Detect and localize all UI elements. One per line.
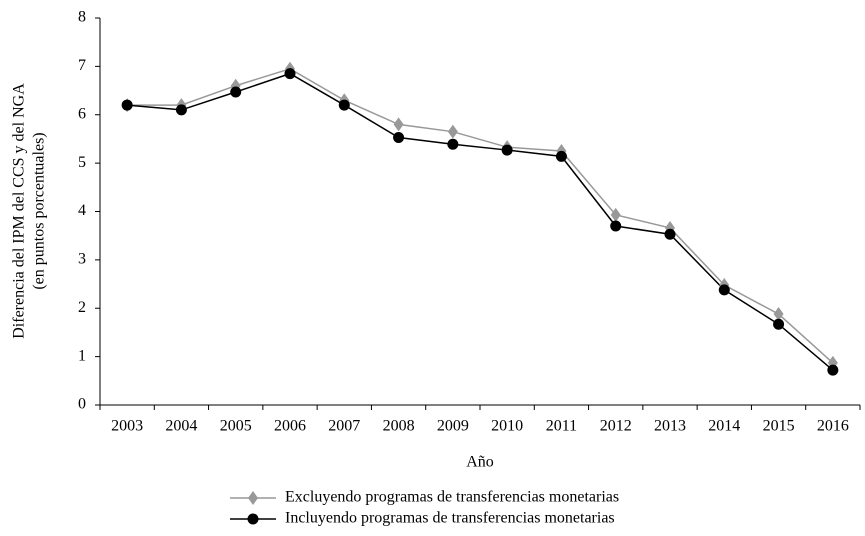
y-tick-label: 8 [78,9,86,26]
y-tick-label: 1 [78,347,86,364]
x-tick-label: 2010 [491,418,523,435]
x-tick-label: 2005 [220,418,252,435]
marker [447,138,459,150]
marker [284,68,296,80]
marker [338,99,350,111]
y-tick-label: 6 [78,105,86,122]
x-tick-label: 2013 [654,418,686,435]
marker [773,307,784,322]
y-tick-label: 7 [78,57,86,74]
x-tick-label: 2003 [111,418,143,435]
marker [718,284,730,296]
marker [501,144,513,156]
x-tick-label: 2006 [274,418,306,435]
legend-label: Incluyendo programas de transferencias m… [285,510,615,527]
y-tick-label: 0 [78,396,86,413]
y-tick-label: 2 [78,299,86,316]
marker [555,150,567,162]
marker [610,207,621,222]
x-tick-label: 2011 [546,418,577,435]
y-axis-title: Diferencia del IPM del CCS y del NGA [11,83,28,339]
x-tick-label: 2015 [763,418,795,435]
x-tick-label: 2007 [328,418,360,435]
marker [610,220,622,232]
y-axis-title: (en puntos porcentuales) [31,132,48,289]
marker [121,99,133,111]
x-tick-label: 2009 [437,418,469,435]
x-tick-label: 2014 [708,418,740,435]
series-line [127,72,834,371]
legend-label: Excluyendo programas de transferencias m… [285,489,619,506]
y-tick-label: 5 [78,154,86,171]
y-tick-label: 3 [78,251,86,268]
x-tick-label: 2008 [383,418,415,435]
legend-marker [247,513,259,525]
x-tick-label: 2016 [817,418,849,435]
x-axis-title: Año [466,454,494,471]
x-tick-label: 2012 [600,418,632,435]
series-line [127,67,834,364]
x-tick-label: 2004 [165,418,197,435]
marker [230,86,242,98]
marker [773,318,785,330]
legend-marker [248,491,258,505]
marker [393,117,404,132]
marker [827,364,839,376]
marker [664,228,676,240]
marker [447,124,458,139]
marker [175,104,187,116]
marker [393,131,405,143]
y-tick-label: 4 [78,202,86,219]
